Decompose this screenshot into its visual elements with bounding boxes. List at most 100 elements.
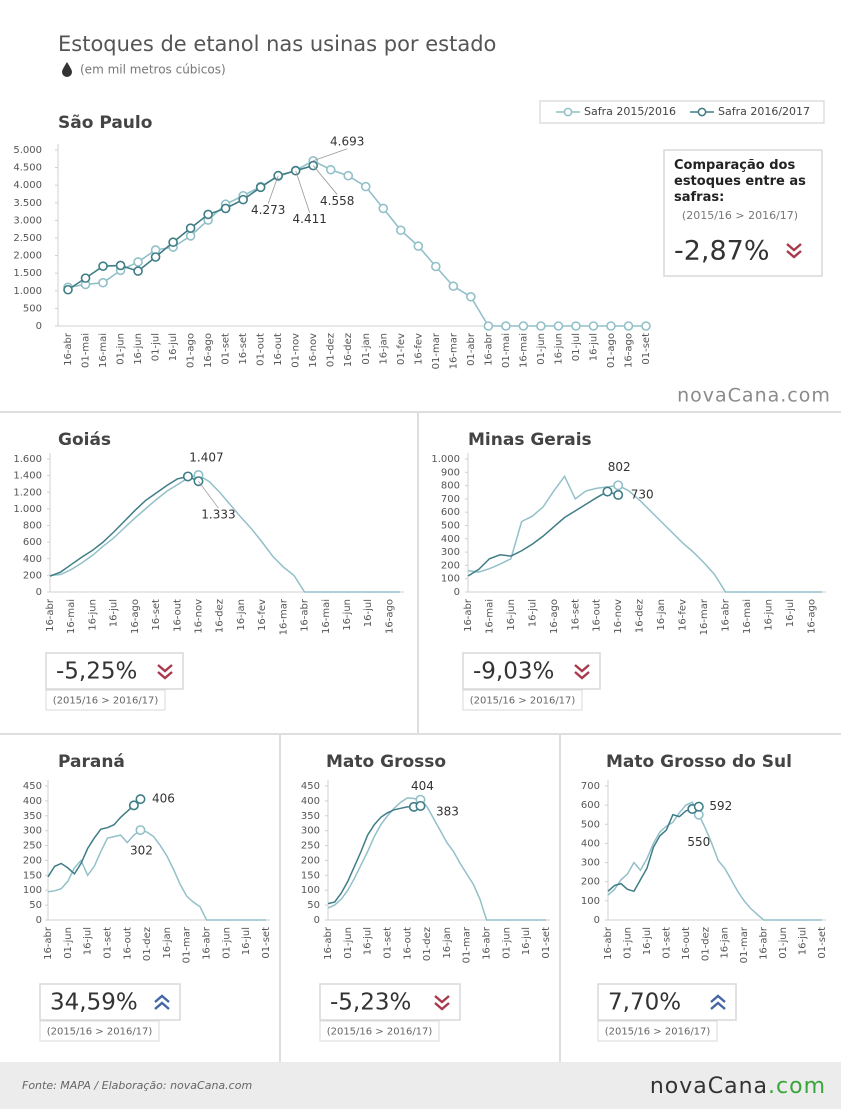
x-tick-label: 16-jun (133, 333, 144, 365)
x-tick-label: 01-abr (466, 332, 477, 366)
footer-logo: novaCana.com (650, 1074, 826, 1099)
x-tick-label: 16-nov (308, 333, 319, 368)
y-tick-label: 4.000 (13, 180, 42, 191)
x-tick-label: 16-jul (798, 927, 809, 955)
x-tick-label: 01-set (261, 927, 272, 959)
y-tick-label: 2.000 (13, 251, 42, 262)
x-tick-label: 16-jan (162, 927, 173, 959)
logo-domain: .com (768, 1074, 826, 1099)
logo-name: novaCana (650, 1074, 768, 1099)
x-tick-label: 01-jun (63, 927, 74, 959)
period-box (462, 689, 583, 711)
data-point (431, 261, 441, 272)
y-tick-label: 150 (301, 870, 320, 881)
x-tick-label: 16-jul (363, 599, 374, 627)
x-tick-label: 16-ago (203, 333, 214, 368)
y-tick-label: 3.000 (13, 215, 42, 226)
data-label: 302 (130, 844, 153, 858)
comparison-value: 7,70% (608, 990, 681, 1016)
x-tick-label: 16-mar (699, 598, 710, 635)
series-line (327, 797, 546, 921)
x-tick-label: 16-jul (168, 333, 179, 361)
x-tick-label: 01-set (221, 333, 232, 365)
data-point (536, 321, 546, 331)
x-tick-label: 01-jun (622, 927, 633, 959)
x-tick-label: 16-mai (98, 333, 109, 368)
x-tick-label: 01-dez (700, 927, 711, 961)
series-line (67, 159, 646, 327)
series-line (467, 490, 619, 577)
trend-arrow (434, 995, 450, 1011)
x-tick-label: 16-set (570, 599, 581, 631)
data-point (98, 277, 108, 288)
trend-arrow (574, 664, 590, 680)
data-point (571, 321, 581, 331)
y-tick-label: 1.000 (431, 454, 460, 465)
y-tick-label: 300 (441, 547, 460, 558)
comparison-period: (2015/16 > 2016/17) (327, 1027, 433, 1038)
data-point (255, 182, 266, 193)
data-point (623, 321, 634, 331)
legend-marker (563, 107, 573, 117)
y-tick-label: 50 (29, 900, 42, 911)
chart-title: Goiás (58, 430, 111, 450)
data-point (168, 237, 178, 248)
chart-title: São Paulo (58, 113, 152, 133)
x-tick-label: 16-jul (785, 599, 796, 627)
comparison-period: (2015/16 > 2016/17) (53, 696, 159, 707)
x-tick-label: 01-set (382, 927, 393, 959)
x-tick-label: 16-jul (642, 927, 653, 955)
y-tick-label: 900 (441, 467, 460, 478)
y-tick-label: 250 (301, 841, 320, 852)
x-tick-label: 01-set (102, 927, 113, 959)
x-tick-label: 01-ago (186, 333, 197, 368)
x-tick-label: 16-out (172, 599, 183, 632)
comparison-box (319, 983, 461, 1021)
panel-dividers (0, 411, 841, 1062)
y-tick-label: 800 (441, 481, 460, 492)
x-tick-label: 16-jul (83, 927, 94, 955)
data-point (80, 273, 91, 283)
x-tick-label: 01-jun (116, 333, 127, 365)
y-tick-label: 350 (23, 811, 42, 822)
y-tick-label: 0 (36, 587, 42, 598)
period-box (39, 1020, 160, 1042)
source: Fonte: MAPA / Elaboração: novaCana.com (22, 1079, 252, 1092)
y-tick-label: 1.600 (13, 454, 42, 465)
data-label: 4.693 (330, 134, 364, 148)
x-tick-label: 16-mai (321, 599, 332, 634)
x-tick-label: 01-mar (182, 926, 193, 963)
data-label: 4.558 (320, 194, 354, 208)
x-tick-label: 01-dez (142, 927, 153, 961)
data-point (238, 194, 248, 205)
data-point (185, 223, 196, 233)
data-point (613, 480, 624, 491)
trend-arrow (157, 664, 173, 680)
x-tick-label: 01-fev (396, 333, 407, 365)
y-tick-label: 400 (441, 534, 460, 545)
data-point (483, 321, 494, 331)
y-tick-label: 0 (594, 915, 600, 926)
data-label: 730 (631, 487, 654, 501)
comparison-heading: Comparação dos estoques entre as safras: (674, 158, 806, 205)
data-point (360, 181, 371, 192)
label-leader (267, 175, 279, 204)
y-tick-label: 450 (301, 781, 320, 792)
legend-marker (697, 107, 707, 117)
y-tick-label: 600 (581, 800, 600, 811)
x-tick-label: 16-jun (553, 333, 564, 365)
y-tick-label: 150 (23, 870, 42, 881)
chart-title: Paraná (58, 752, 125, 772)
data-point (98, 261, 108, 271)
y-tick-label: 200 (23, 855, 42, 866)
x-tick-label: 01-ago (606, 333, 617, 368)
x-tick-label: 16-jun (763, 599, 774, 631)
x-tick-label: 01-jan (361, 333, 372, 365)
x-tick-label: 16-ago (623, 333, 634, 368)
series-line (327, 805, 421, 905)
comparison-value: -9,03% (473, 659, 554, 685)
y-tick-label: 600 (441, 507, 460, 518)
period-box (45, 689, 166, 711)
trend-arrow (154, 994, 170, 1010)
x-tick-label: 01-set (661, 927, 672, 959)
